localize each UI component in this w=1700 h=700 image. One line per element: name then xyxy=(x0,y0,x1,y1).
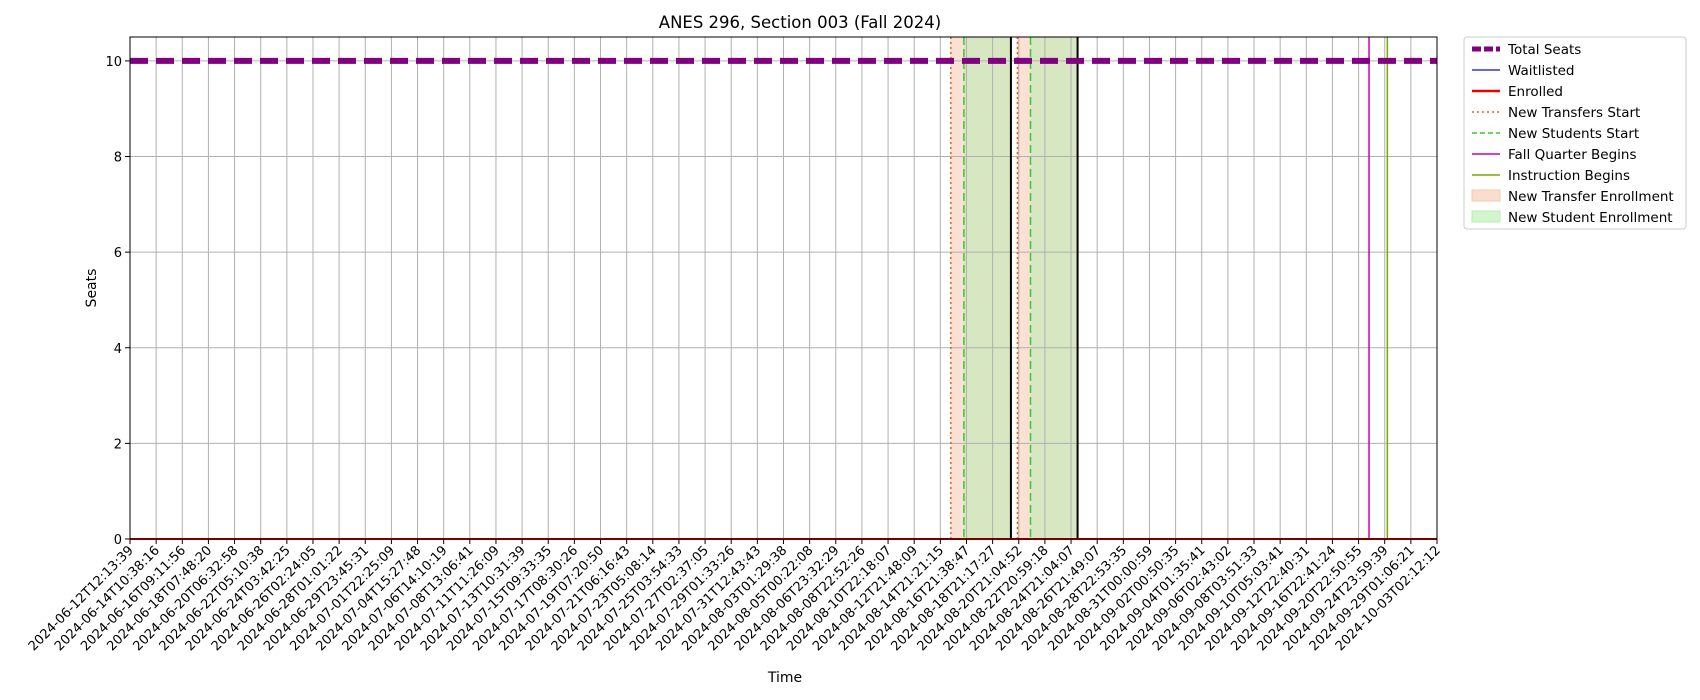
legend-new-transfers-start-label: New Transfers Start xyxy=(1508,105,1640,121)
legend-new-transfer-enrollment-label: New Transfer Enrollment xyxy=(1508,189,1674,205)
legend-enrolled-label: Enrolled xyxy=(1508,84,1563,100)
y-tick-label: 0 xyxy=(114,533,122,548)
legend-fall-quarter-begins-label: Fall Quarter Begins xyxy=(1508,147,1637,163)
legend-new-transfer-enrollment-swatch xyxy=(1471,189,1501,202)
grid-lines xyxy=(129,37,1438,540)
y-axis-ticks: 0 2 4 6 8 10 xyxy=(105,55,130,548)
legend-new-students-start-label: New Students Start xyxy=(1508,126,1639,142)
legend: Total Seats Waitlisted Enrolled New Transfe… xyxy=(1463,36,1687,230)
y-axis-title: Seats xyxy=(84,269,100,308)
legend-total-seats-label: Total Seats xyxy=(1507,42,1581,58)
y-tick-label: 4 xyxy=(114,342,122,357)
chart-title: ANES 296, Section 003 (Fall 2024) xyxy=(659,13,941,32)
legend-waitlisted-label: Waitlisted xyxy=(1508,63,1575,79)
legend-instruction-begins-label: Instruction Begins xyxy=(1508,168,1630,184)
y-tick-label: 8 xyxy=(114,151,122,166)
enrollment-spans xyxy=(950,37,1078,539)
span-new-student-enrollment-3 xyxy=(1030,37,1078,539)
legend-frame xyxy=(1463,36,1687,230)
y-tick-label: 2 xyxy=(114,437,122,452)
legend-new-student-enrollment-swatch xyxy=(1471,210,1501,223)
x-axis-title: Time xyxy=(767,670,802,686)
legend-new-student-enrollment-label: New Student Enrollment xyxy=(1508,210,1673,226)
event-markers xyxy=(950,37,1389,539)
span-new-student-enrollment-2 xyxy=(963,37,1011,539)
y-tick-label: 6 xyxy=(114,246,122,261)
y-tick-label: 10 xyxy=(105,55,122,70)
